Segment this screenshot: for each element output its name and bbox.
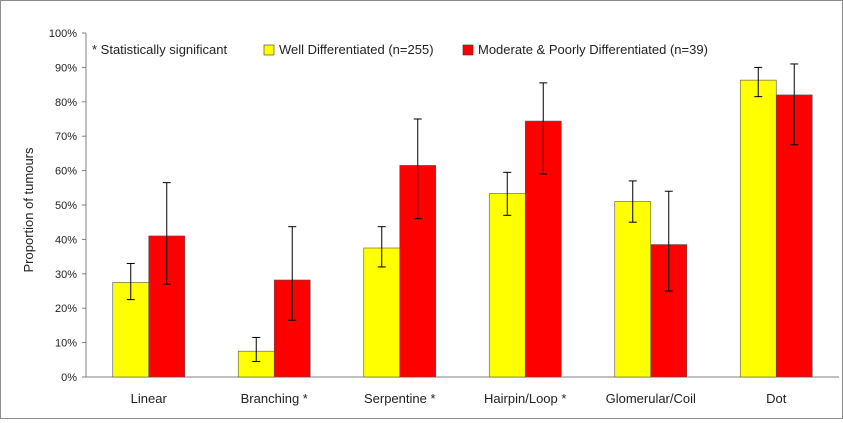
x-tick-label-hairpin-loop: Hairpin/Loop * xyxy=(484,391,566,406)
y-tick-label: 10% xyxy=(55,338,77,350)
x-tick-label-glomerular-coil: Glomerular/Coil xyxy=(606,391,696,406)
y-tick-label: 40% xyxy=(55,234,77,246)
bar-serpentine-well xyxy=(363,247,401,378)
legend-swatch-moderate-poorly-differentiated xyxy=(462,44,474,56)
legend-label-moderate-poorly-differentiated: Moderate & Poorly Differentiated (n=39) xyxy=(478,42,708,57)
y-tick-label: 50% xyxy=(55,200,77,212)
bar-hairpin-loop-well xyxy=(488,193,526,378)
bar-glomerular-coil-well xyxy=(614,201,652,378)
x-tick-label-linear: Linear xyxy=(131,391,168,406)
y-tick-label: 90% xyxy=(55,62,77,74)
legend: * Statistically significant Well Differe… xyxy=(92,42,708,57)
legend-note: * Statistically significant xyxy=(92,42,227,57)
y-tick-label: 70% xyxy=(55,131,77,143)
legend-swatch-well-differentiated xyxy=(263,44,275,56)
y-tick-label: 0% xyxy=(61,372,77,384)
y-tick-label: 80% xyxy=(55,97,77,109)
x-axis-ticks: Linear Branching * Serpentine * Hairpin/Loo… xyxy=(131,391,787,406)
legend-label-well-differentiated: Well Differentiated (n=255) xyxy=(279,42,434,57)
bar-dot-well xyxy=(739,79,777,378)
x-tick-label-dot: Dot xyxy=(766,391,787,406)
y-tick-label: 30% xyxy=(55,269,77,281)
axes xyxy=(85,33,839,378)
x-tick-label-serpentine: Serpentine * xyxy=(364,391,436,406)
error-bars xyxy=(126,63,799,363)
x-tick-label-branching: Branching * xyxy=(241,391,308,406)
y-axis-label: Proportion of tumours xyxy=(21,147,36,273)
y-tick-label: 20% xyxy=(55,303,77,315)
y-axis-ticks: 0% 10% 20% 30% 40% 50% 60% 70% 80% 90% 100% xyxy=(49,28,86,384)
y-tick-label: 100% xyxy=(49,28,77,40)
bars xyxy=(112,79,813,378)
y-tick-label: 60% xyxy=(55,166,77,178)
bar-serpentine-moderate-poorly xyxy=(399,165,437,378)
